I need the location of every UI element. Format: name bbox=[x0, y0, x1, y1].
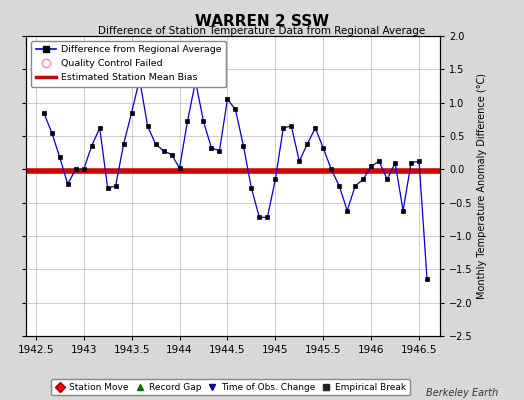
Text: Difference of Station Temperature Data from Regional Average: Difference of Station Temperature Data f… bbox=[99, 26, 425, 36]
Text: Berkeley Earth: Berkeley Earth bbox=[425, 388, 498, 398]
Text: WARREN 2 SSW: WARREN 2 SSW bbox=[195, 14, 329, 29]
Legend: Station Move, Record Gap, Time of Obs. Change, Empirical Break: Station Move, Record Gap, Time of Obs. C… bbox=[51, 379, 410, 396]
Legend: Difference from Regional Average, Quality Control Failed, Estimated Station Mean: Difference from Regional Average, Qualit… bbox=[31, 41, 226, 87]
Y-axis label: Monthly Temperature Anomaly Difference (°C): Monthly Temperature Anomaly Difference (… bbox=[477, 73, 487, 299]
